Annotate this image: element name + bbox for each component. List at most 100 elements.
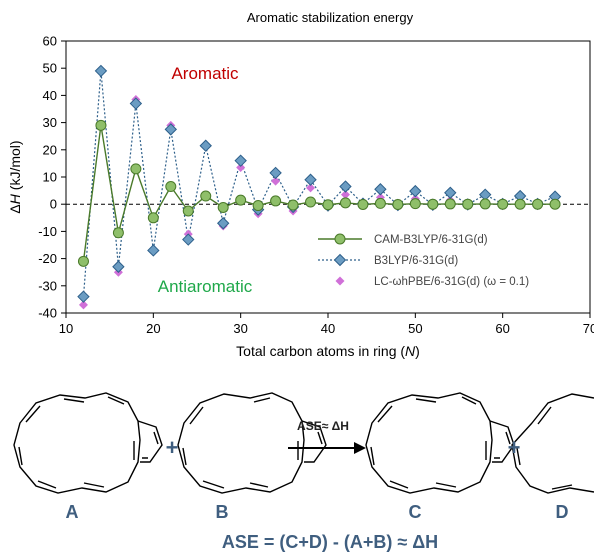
x-tick-label-4: 50 xyxy=(408,321,422,336)
point-s0-8 xyxy=(217,201,229,213)
point-s1-15 xyxy=(339,180,352,193)
y-tick-label-6: 0 xyxy=(50,197,57,212)
label-d: D xyxy=(556,502,569,522)
point-s0-25 xyxy=(514,198,526,210)
point-s1-3 xyxy=(129,97,143,110)
x-tick-label-0: 10 xyxy=(59,321,73,336)
point-s0-6 xyxy=(182,205,194,217)
point-s0-13 xyxy=(305,196,317,208)
point-s0-19 xyxy=(409,198,421,210)
point-s2-15 xyxy=(340,190,350,200)
molecule-d xyxy=(511,393,594,494)
y-axis-title: ΔH (kJ/mol) xyxy=(7,140,23,213)
point-s0-16 xyxy=(357,198,369,210)
point-s1-17 xyxy=(374,183,387,196)
y-tick-label-9: -30 xyxy=(38,278,57,293)
series-points-1 xyxy=(77,64,562,303)
y-tick-label-4: 20 xyxy=(43,142,57,157)
annotation-antiaromatic: Antiaromatic xyxy=(158,277,253,296)
y-tick-label-3: 30 xyxy=(43,115,57,130)
x-axis-title-var: N xyxy=(405,343,416,359)
series-line-1 xyxy=(82,70,556,297)
point-s0-15 xyxy=(339,197,351,209)
annotation-aromatic: Aromatic xyxy=(171,64,239,83)
y-tick-label-0: 60 xyxy=(43,34,57,49)
y-tick-label-2: 40 xyxy=(43,88,57,103)
series-points-2 xyxy=(78,66,560,310)
series-1 xyxy=(82,70,556,297)
label-c: C xyxy=(409,502,422,522)
legend: CAM-B3LYP/6-31G(d) B3LYP/6-31G(d) LC-ωhPBE… xyxy=(318,233,529,288)
legend-label-2: LC-ωhPBE/6-31G(d) (ω = 0.1) xyxy=(374,276,529,288)
point-s0-3 xyxy=(130,163,142,175)
point-s0-24 xyxy=(497,198,509,210)
molecule-c xyxy=(365,392,515,494)
plus-sign-1: + xyxy=(166,435,179,460)
arrow-label: ASE≈ ΔH xyxy=(297,419,349,433)
point-s2-13 xyxy=(306,183,316,193)
y-tick-label-1: 50 xyxy=(43,61,57,76)
legend-marker-1 xyxy=(333,253,347,267)
point-s1-21 xyxy=(444,186,457,199)
point-s0-4 xyxy=(147,212,159,224)
point-s0-12 xyxy=(287,199,299,211)
x-tick-label-2: 30 xyxy=(233,321,247,336)
x-tick-label-1: 20 xyxy=(146,321,160,336)
point-s2-9 xyxy=(236,162,246,172)
y-axis-title-unit: (kJ/mol) xyxy=(7,140,23,194)
point-s1-19 xyxy=(409,184,422,198)
y-tick-label-8: -20 xyxy=(38,251,57,266)
series-points-0 xyxy=(77,119,561,267)
point-s0-11 xyxy=(270,195,282,207)
point-s0-20 xyxy=(427,198,439,210)
legend-label-1: B3LYP/6-31G(d) xyxy=(374,255,458,267)
point-s0-2 xyxy=(112,227,124,239)
y-axis-title-var: H xyxy=(7,193,23,204)
legend-label-0: CAM-B3LYP/6-31G(d) xyxy=(374,234,488,246)
point-s1-7 xyxy=(199,139,212,152)
x-axis-title-end: ) xyxy=(415,343,420,359)
series-line-0 xyxy=(82,125,556,262)
point-s0-5 xyxy=(165,181,177,193)
point-s0-21 xyxy=(444,198,456,210)
point-s1-9 xyxy=(234,154,247,167)
point-s2-0 xyxy=(78,300,88,310)
point-s0-7 xyxy=(200,190,212,202)
x-tick-label-3: 40 xyxy=(321,321,335,336)
point-s0-27 xyxy=(549,198,561,210)
point-s2-11 xyxy=(271,176,281,186)
legend-marker-0 xyxy=(334,233,346,245)
x-tick-label-6: 70 xyxy=(583,321,594,336)
point-s1-11 xyxy=(269,166,282,180)
ase-equation: ASE = (C+D) - (A+B) ≈ ΔH xyxy=(222,532,438,552)
y-axis-title-delta: Δ xyxy=(7,204,23,213)
point-s0-10 xyxy=(252,200,264,212)
reaction-scheme xyxy=(13,392,594,494)
arrow-head-icon xyxy=(354,442,366,454)
label-b: B xyxy=(216,502,229,522)
point-s0-26 xyxy=(532,198,544,210)
point-s1-13 xyxy=(304,173,317,186)
chart-title: Aromatic stabilization energy xyxy=(247,10,414,25)
y-tick-label-7: -10 xyxy=(38,224,57,239)
point-s0-23 xyxy=(479,198,491,210)
plus-sign-2: + xyxy=(508,435,521,460)
point-s1-1 xyxy=(94,64,108,78)
point-s1-2 xyxy=(112,260,125,273)
x-tick-label-5: 60 xyxy=(495,321,509,336)
point-s0-9 xyxy=(235,194,247,206)
point-s0-14 xyxy=(322,199,334,211)
series-0 xyxy=(82,125,556,262)
label-a: A xyxy=(66,502,79,522)
x-axis-title-main: Total carbon atoms in ring ( xyxy=(236,343,405,359)
y-tick-label-5: 10 xyxy=(43,170,57,185)
y-tick-label-10: -40 xyxy=(38,306,57,321)
series-group xyxy=(77,64,562,310)
legend-marker-2 xyxy=(335,276,345,286)
molecule-b xyxy=(177,392,327,494)
molecule-a xyxy=(13,392,163,494)
point-s0-1 xyxy=(95,119,107,131)
point-s1-5 xyxy=(164,123,178,136)
